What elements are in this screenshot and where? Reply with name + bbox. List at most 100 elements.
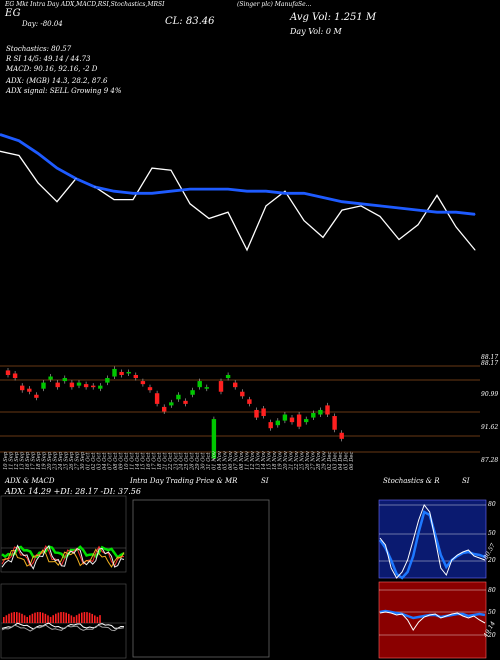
stoch-tick: 50 [488,530,496,537]
candle-body [183,400,188,404]
adx-white-line [1,544,125,570]
avg-volume: Avg Vol: 1.251 M [290,12,377,23]
price-point [227,211,229,213]
close-price: CL: 83.46 [165,16,215,27]
date-label: 14 Oct [135,452,141,470]
macd-histogram-bar [44,613,47,623]
header-company: (Singer plc) ManufaSe... [237,1,312,8]
candle-body [169,402,174,406]
candle-body [311,413,316,418]
date-label: 25 Nov [300,451,306,471]
macd-histogram-bar [47,615,49,623]
candle-body [83,384,89,388]
adx-panel-title: ADX & MACD [5,477,55,485]
date-label: 08 Oct [113,452,119,470]
candle-body [268,422,273,429]
candle-body [133,375,138,379]
macd-histogram-bar [96,616,99,623]
macd-histogram-bar [34,612,36,623]
ma-point [360,203,362,205]
candle-body [12,373,18,379]
stoch-tick: 80 [488,501,496,508]
ma-point [474,213,476,215]
price-point [246,249,248,251]
macd-histogram-bar [73,616,75,623]
candle-body [325,405,330,415]
macd-histogram-bar [88,612,91,623]
macd-histogram-bar [83,612,86,623]
price-point [436,194,438,196]
candle-body [105,378,110,383]
stoch-tick: 20 [488,557,496,564]
adx-line [1,548,125,568]
price-point [208,218,210,219]
candle-body [296,414,302,427]
macd-histogram-bar [94,615,96,623]
date-label: 02 Dec [327,452,333,470]
date-label: 29 Oct [195,452,201,471]
ma-point [417,209,419,211]
ma-point [56,167,58,169]
price-point [303,220,305,222]
intra-panel-title: Intra Day Trading Price & MR [130,477,238,485]
ticker-short: EG [5,8,21,19]
date-label: 30 Oct [201,452,207,470]
date-label: 10 Oct [124,452,130,470]
date-label: 21 Nov [289,451,295,471]
candle-body [261,408,266,417]
date-label: 16 Oct [146,452,152,470]
adx-minus-di-line [1,544,125,568]
date-label: 06 Dec [349,452,355,470]
macd-histogram-bar [68,613,70,623]
price-axis-label: 88.17 [481,360,499,367]
ma-point [151,192,153,194]
date-label: 31 Oct [206,452,212,470]
candle-body [34,394,39,398]
intra-panel-si: SI [261,477,269,485]
date-label: 04 Nov [217,451,223,470]
date-label: 11 Oct [129,452,135,470]
ma-point [265,190,267,192]
date-label: 17 Oct [151,452,157,470]
date-label: 05 Nov [223,451,229,470]
adx-panel-values: ADX: 14.29 +DI: 28.17 -DI: 37.56 [5,487,141,496]
price-line [0,150,476,252]
candle-body [332,416,337,430]
candle-body [282,414,288,421]
macd-histogram-bar [29,615,31,623]
ma-point [132,192,134,194]
price-axis-label: 88.17 [481,354,499,361]
date-label: 25 Sep [63,451,69,471]
price-point [18,155,20,156]
date-label: 08 Nov [239,451,245,470]
date-label: 29 Nov [322,451,328,471]
macd-histogram-bar [3,617,5,623]
macd-histogram-bar [81,612,83,623]
price-point [0,150,1,152]
date-label: 03 Oct [96,452,102,470]
moving-average-line [0,133,476,216]
ma-point [341,201,343,203]
ma-point [284,192,286,194]
ma-point [0,133,1,136]
rsi-panel-bg [378,581,487,659]
macd-histogram-bar [91,613,93,623]
price-axis-label: 91.62 [481,424,499,431]
macd-histogram-bar [60,612,62,623]
price-point [56,201,58,203]
candle-body [304,419,309,423]
ma-point [170,190,172,192]
candle-body [140,381,146,385]
adx-signal: ADX signal: SELL Growing 9 4% [6,87,122,95]
price-point [360,205,362,207]
price-point [322,236,324,238]
price-point [417,224,419,226]
date-label: 07 Nov [234,451,240,470]
date-label: 22 Oct [168,452,174,471]
rsi-value: R SI 14/5: 49.14 / 44.73 [6,55,91,63]
date-label: 27 Sep [74,451,80,471]
macd-histogram-bar [70,615,73,623]
macd-histogram-bar [5,615,8,623]
candle-body [339,432,344,439]
stochastics-value: Stochastics: 80.57 [6,45,72,53]
